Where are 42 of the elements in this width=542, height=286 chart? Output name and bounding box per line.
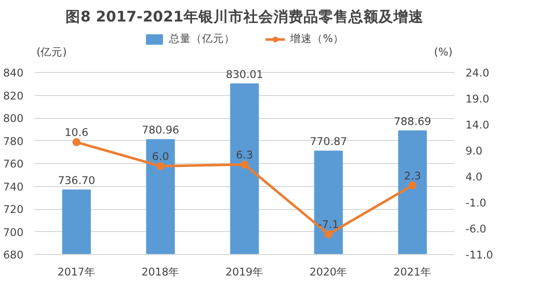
y-tick-label: 680 — [3, 248, 24, 262]
data-label: 736.70 — [58, 174, 96, 188]
data-label: 2.3 — [404, 169, 421, 182]
y2-tick-label: -11.0 — [466, 248, 494, 262]
y-axis-title: (亿元) — [36, 46, 67, 58]
data-label: 788.69 — [394, 114, 432, 128]
y-tick-label: 720 — [3, 203, 24, 216]
y-tick-label: 760 — [3, 158, 24, 170]
point — [72, 138, 80, 146]
point — [324, 230, 332, 238]
y2-tick-label: 24.0 — [466, 66, 490, 80]
x-tick-label: 2021年 — [393, 266, 432, 278]
data-label: 6.0 — [152, 150, 170, 164]
legend-label: 增速（%） — [290, 32, 344, 46]
data-label: 6.3 — [236, 148, 253, 162]
y2-tick-label: -1.0 — [466, 196, 487, 210]
y-tick-label: 780 — [3, 134, 24, 148]
y2-tick-label: 9.0 — [466, 144, 483, 158]
y2-tick-label: 4.0 — [466, 170, 483, 184]
x-tick-label: 2020年 — [309, 266, 348, 278]
y-tick-label: 740 — [3, 180, 24, 194]
y-tick-label: 700 — [3, 226, 24, 239]
data-label: 770.87 — [310, 135, 348, 148]
data-label: 10.6 — [64, 126, 89, 140]
y2-tick-label: 19.0 — [466, 92, 490, 106]
x-tick-label: 2017年 — [57, 266, 96, 278]
point — [240, 160, 248, 169]
y-tick-label: 800 — [3, 112, 24, 125]
legend-label: 总量（亿元） — [168, 32, 235, 46]
y2-axis-title: (%) — [434, 46, 453, 58]
data-label: 830.01 — [226, 68, 264, 81]
chart-title: 图8 2017-2021年银川市社会消费品零售总额及增速 — [66, 8, 424, 26]
x-tick-label: 2018年 — [141, 266, 180, 278]
point — [408, 181, 416, 190]
x-tick-label: 2019年 — [225, 266, 264, 278]
y-tick-label: 840 — [3, 66, 24, 80]
y2-tick-label: 14.0 — [466, 118, 490, 132]
point — [156, 162, 164, 170]
y-tick-label: 820 — [3, 89, 24, 102]
data-label: 780.96 — [142, 124, 180, 137]
data-label: -7.1 — [318, 218, 339, 232]
y2-tick-label: -6.0 — [466, 222, 487, 236]
